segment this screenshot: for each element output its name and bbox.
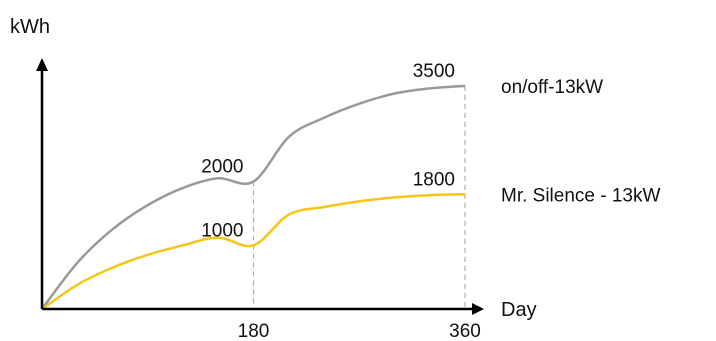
legend: on/off-13kW Mr. Silence - 13kW [501,77,660,206]
y-axis-arrow [36,58,48,71]
data-labels: 2000 3500 1000 1800 [201,61,455,241]
series-line-1 [41,193,466,311]
data-label-0-0: 2000 [201,157,243,178]
x-tick-label-1: 360 [449,321,481,341]
data-label-1-1: 1800 [413,169,455,190]
y-axis-label: kWh [10,16,50,38]
x-tick-labels: 180 360 [238,321,481,341]
x-tick-label-0: 180 [238,321,270,341]
legend-item-0: on/off-13kW [501,77,603,98]
data-label-1-0: 1000 [201,220,243,241]
series-line-0 [41,84,466,310]
series-lines [41,84,466,311]
x-axis-label: Day [501,299,537,321]
x-axis-arrow [472,303,484,315]
legend-item-1: Mr. Silence - 13kW [501,185,660,206]
guide-lines [252,85,466,309]
data-label-0-1: 3500 [413,61,455,82]
